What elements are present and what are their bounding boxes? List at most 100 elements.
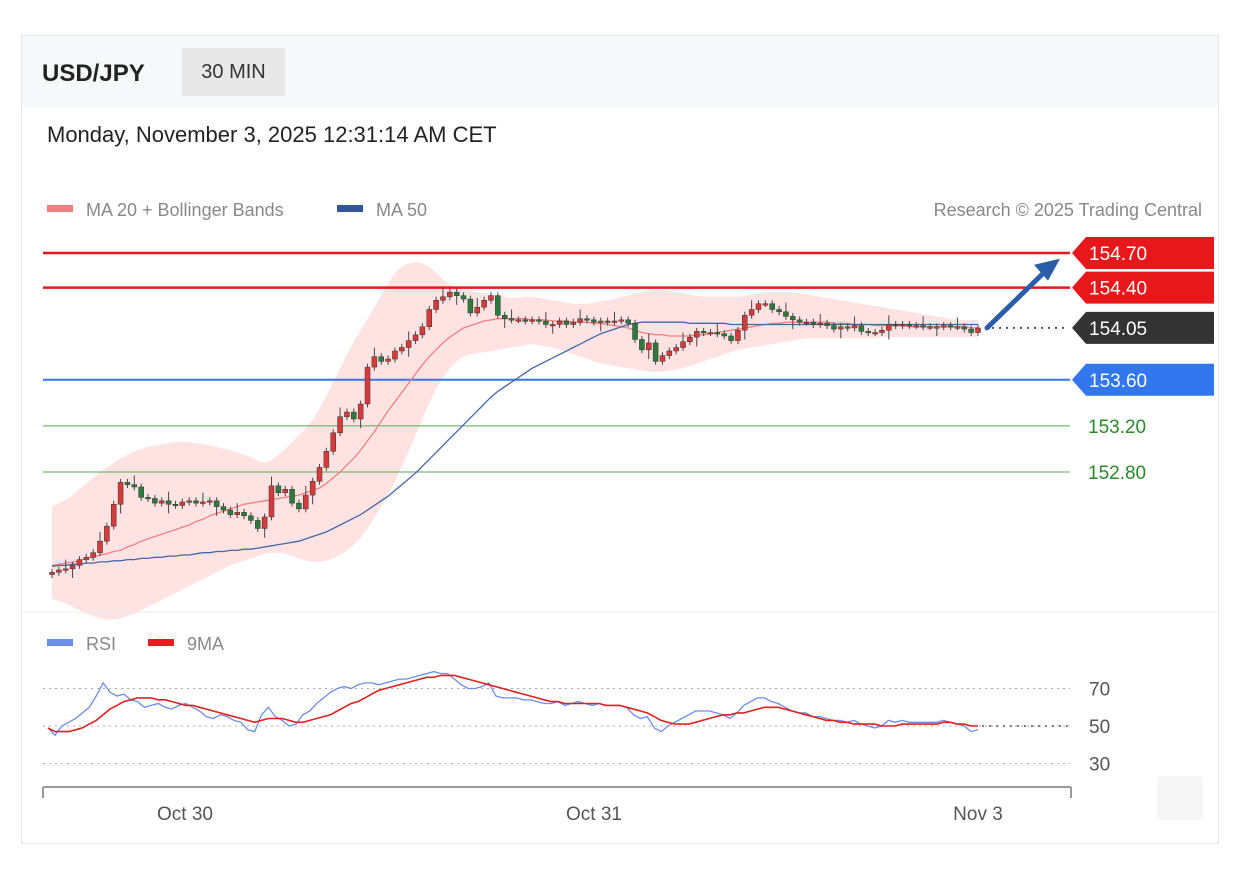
candle — [954, 317, 961, 331]
level-tag — [1072, 311, 1214, 344]
candle — [563, 317, 570, 328]
candle — [920, 316, 926, 331]
candle — [460, 292, 467, 303]
candle — [303, 485, 309, 513]
candle — [296, 499, 302, 513]
candle — [275, 482, 282, 497]
x-tick-label: Nov 3 — [953, 804, 1003, 825]
candle — [694, 327, 700, 347]
candle — [611, 311, 618, 326]
candle — [886, 315, 892, 340]
candle — [412, 331, 419, 345]
rsi-line — [47, 670, 979, 737]
candle — [899, 321, 906, 330]
level-label: 153.20 — [1088, 417, 1146, 438]
candle — [934, 323, 940, 336]
candle — [618, 316, 625, 325]
candle — [385, 355, 391, 365]
candle — [165, 491, 172, 514]
candle — [947, 322, 954, 331]
rsi-tick-label: 70 — [1089, 680, 1110, 701]
timeframe-button[interactable]: 30 MIN — [182, 48, 285, 96]
candle — [776, 306, 782, 316]
candle — [522, 316, 529, 325]
candle — [90, 549, 96, 561]
candle — [872, 329, 878, 336]
candle — [309, 477, 316, 505]
candle — [549, 321, 556, 334]
level-tag — [1072, 271, 1214, 304]
candle — [117, 478, 124, 514]
level-label: 153.60 — [1089, 371, 1147, 392]
candle — [659, 352, 666, 365]
ma20-line — [51, 318, 978, 567]
candle — [927, 323, 933, 331]
legend-ma20-swatch — [47, 205, 73, 212]
candle — [227, 506, 234, 519]
candle — [968, 325, 974, 336]
rsi-tick-label: 50 — [1089, 717, 1110, 738]
candle — [351, 408, 357, 423]
candle — [392, 347, 398, 363]
candle — [433, 296, 439, 313]
candle — [440, 287, 446, 304]
candle — [584, 315, 590, 324]
candle — [76, 556, 83, 569]
candle — [838, 323, 844, 339]
candle — [961, 323, 968, 333]
candle — [556, 317, 563, 328]
candle — [543, 311, 549, 328]
copyright-text: Research © 2025 Trading Central — [934, 200, 1202, 220]
instrument-title: USD/JPY — [42, 60, 145, 87]
rsi-9ma-line — [47, 674, 978, 733]
level-tag — [1072, 363, 1214, 396]
candle — [364, 363, 371, 408]
scroll-handle[interactable] — [1157, 776, 1203, 820]
candle — [316, 463, 323, 485]
candle — [673, 344, 679, 355]
candle — [405, 331, 412, 357]
candle — [858, 322, 865, 335]
candle — [783, 302, 789, 320]
legend-9ma-swatch — [148, 639, 174, 646]
candle — [721, 330, 727, 340]
candle — [124, 478, 131, 489]
candle — [728, 332, 734, 345]
candle — [604, 317, 611, 326]
x-tick-label: Oct 30 — [157, 804, 213, 825]
candle — [104, 522, 110, 545]
candle — [790, 312, 796, 330]
candle — [447, 288, 453, 301]
candle — [488, 292, 494, 304]
candle — [865, 327, 872, 336]
level-label: 154.40 — [1089, 279, 1147, 300]
candle — [762, 300, 769, 308]
candle — [172, 500, 179, 509]
candle — [940, 322, 947, 331]
candle — [330, 429, 336, 455]
candle — [426, 306, 433, 331]
timestamp: Monday, November 3, 2025 12:31:14 AM CET — [47, 122, 497, 147]
candle — [892, 321, 899, 330]
candle — [707, 329, 714, 336]
candle — [824, 319, 830, 330]
candle — [419, 323, 426, 339]
candle — [591, 316, 597, 326]
legend-rsi-label: RSI — [86, 634, 116, 654]
candle — [742, 311, 748, 340]
level-tag — [1072, 237, 1214, 269]
candle — [138, 483, 144, 501]
candle — [49, 568, 55, 579]
candle — [207, 497, 213, 506]
candle — [680, 332, 686, 351]
candle — [62, 559, 69, 574]
candle — [261, 513, 268, 538]
legend-ma20-label: MA 20 + Bollinger Bands — [86, 200, 284, 220]
candle — [735, 326, 741, 345]
candle — [453, 288, 460, 305]
candle — [495, 292, 501, 319]
candle — [97, 531, 103, 557]
candle — [501, 311, 508, 328]
candle — [646, 333, 652, 360]
